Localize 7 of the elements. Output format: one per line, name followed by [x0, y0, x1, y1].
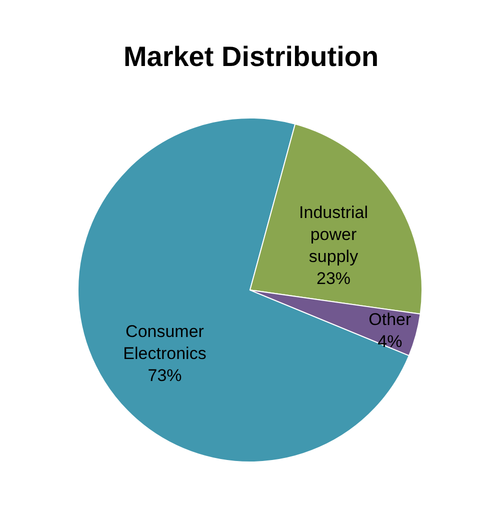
data-label: 73%	[148, 366, 182, 385]
chart-title: Market Distribution	[123, 41, 379, 72]
data-label: 4%	[378, 332, 402, 352]
data-label: 23%	[316, 268, 351, 288]
slice-label: Other	[368, 310, 412, 330]
slice-label: Industrial power supply	[299, 202, 368, 266]
slice-label: Consumer Electronics	[123, 322, 206, 363]
